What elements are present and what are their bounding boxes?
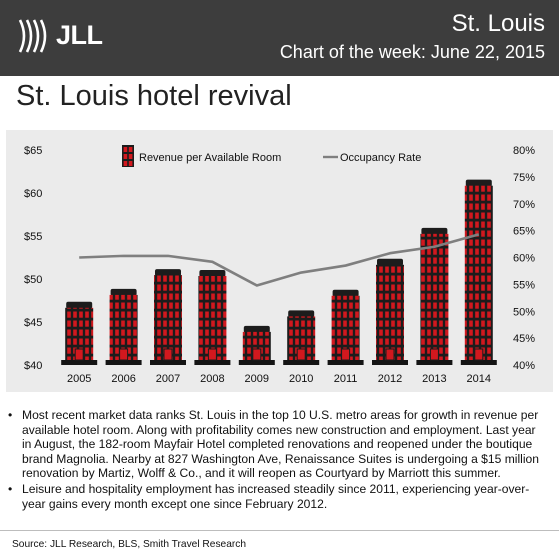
bullet-dot: • — [8, 408, 13, 422]
city-label: St. Louis — [451, 10, 545, 37]
x-tick-label: 2007 — [156, 373, 180, 385]
divider — [0, 530, 559, 531]
legend-revpar-icon — [122, 145, 134, 167]
source-note: Source: JLL Research, BLS, Smith Travel … — [12, 539, 247, 550]
x-tick-label: 2014 — [467, 373, 491, 385]
x-tick-label: 2011 — [334, 373, 358, 385]
x-tick-label: 2005 — [67, 373, 91, 385]
bullet-text: Most recent market data ranks St. Louis … — [22, 408, 539, 481]
x-tick-label: 2013 — [422, 373, 446, 385]
x-tick-label: 2006 — [111, 373, 135, 385]
y-right-tick-label: 55% — [513, 279, 535, 291]
chart-of-week-label: Chart of the week: June 22, 2015 — [279, 42, 545, 62]
y-left-tick-label: $50 — [24, 274, 42, 286]
page-title: St. Louis hotel revival — [16, 80, 292, 112]
y-right-tick-label: 60% — [513, 253, 535, 265]
bullet-list: • Most recent market data ranks St. Loui… — [8, 408, 548, 512]
bullet-item: • Leisure and hospitality employment has… — [8, 482, 548, 511]
hotel-revpar-chart: $40 $45 $50 $55 $60 $65 40% 45% 50% 55% 60% 65% 70%… — [24, 145, 535, 385]
bar — [460, 179, 497, 365]
bar — [416, 227, 453, 365]
bar — [238, 325, 275, 365]
y-right-tick-label: 80% — [513, 145, 535, 157]
chart-area: $40 $45 $50 $55 $60 $65 40% 45% 50% 55% 60% 65% 70%… — [6, 130, 553, 392]
x-tick-label: 2008 — [200, 373, 224, 385]
bar — [283, 310, 320, 365]
bar — [105, 288, 142, 365]
y-left-tick-label: $45 — [24, 317, 42, 329]
x-tick-label: 2009 — [245, 373, 269, 385]
y-left-tick-label: $40 — [24, 360, 42, 372]
y-right-tick-label: 75% — [513, 172, 535, 184]
bar — [327, 289, 364, 365]
bullet-item: • Most recent market data ranks St. Loui… — [8, 408, 548, 481]
bullet-text: Leisure and hospitality employment has i… — [22, 481, 530, 511]
y-left-tick-label: $60 — [24, 188, 42, 200]
y-left-tick-label: $65 — [24, 145, 42, 157]
x-tick-label: 2010 — [289, 373, 313, 385]
bar — [150, 269, 186, 365]
y-right-tick-label: 50% — [513, 306, 535, 318]
legend-occupancy-label: Occupancy Rate — [340, 152, 421, 164]
occupancy-line — [79, 233, 480, 287]
bullet-dot: • — [8, 481, 13, 496]
y-right-tick-label: 70% — [513, 199, 535, 211]
bar — [194, 269, 231, 365]
legend-revpar-label: Revenue per Available Room — [139, 152, 281, 164]
header-bar: JLL St. Louis Chart of the week: June 22… — [0, 0, 559, 76]
bar — [372, 258, 408, 365]
x-tick-label: 2012 — [378, 373, 402, 385]
jll-logo-icon — [18, 19, 47, 53]
y-right-tick-label: 45% — [513, 333, 535, 345]
y-right-tick-label: 65% — [513, 226, 535, 238]
y-right-tick-label: 40% — [513, 360, 535, 372]
bar — [61, 301, 98, 365]
y-left-tick-label: $55 — [24, 231, 42, 243]
logo-text: JLL — [56, 20, 103, 50]
